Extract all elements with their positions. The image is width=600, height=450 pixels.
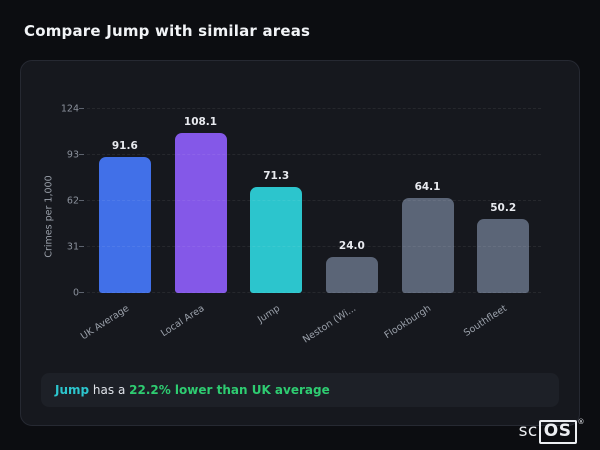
bar-value-label: 64.1 <box>414 180 441 193</box>
callout-area-name: Jump <box>55 383 90 397</box>
bar <box>325 257 378 293</box>
y-tick-mark <box>79 292 84 293</box>
bar-column: 24.0 Neston (Wi... <box>301 109 390 345</box>
logo-prefix: sc <box>518 421 538 442</box>
page-title: Compare Jump with similar areas <box>24 22 311 40</box>
bar-column: 108.1 Local Area <box>159 109 239 339</box>
registered-mark-icon: ® <box>577 418 585 427</box>
bar <box>174 132 227 293</box>
bar <box>401 197 454 293</box>
y-tick-label: 0 <box>72 287 79 299</box>
chart-card: Crimes per 1,000 0 31 62 93 124 91.6 UK Avera… <box>20 60 580 426</box>
y-tick-mark <box>79 108 84 109</box>
y-axis: 0 31 62 93 124 <box>49 104 87 299</box>
gridline <box>87 292 541 293</box>
plot-area: 91.6 UK Average 108.1 Local Area 71.3 Jump 24.… <box>79 108 541 345</box>
y-tick-label: 93 <box>66 149 79 161</box>
bar-value-label: 91.6 <box>111 140 138 153</box>
y-tick-label: 31 <box>66 241 79 253</box>
gridline <box>87 200 541 201</box>
x-tick-label: Jump <box>255 303 283 326</box>
bar <box>477 218 530 293</box>
bar-value-label: 24.0 <box>338 240 365 253</box>
y-tick-mark <box>79 154 84 155</box>
x-tick-label: Local Area <box>158 303 207 340</box>
callout-highlight-text: 22.2% lower than UK average <box>129 383 330 397</box>
summary-callout: Jump has a 22.2% lower than UK average <box>41 373 559 407</box>
logo-suffix: OS <box>538 420 577 444</box>
bar <box>98 157 151 293</box>
gridline <box>87 108 541 109</box>
bar-column: 50.2 Southfleet <box>462 109 541 339</box>
gridline <box>87 246 541 247</box>
x-tick-label: UK Average <box>78 303 131 343</box>
y-tick-mark <box>79 200 84 201</box>
y-tick-label: 124 <box>60 103 79 115</box>
bar-column: 71.3 Jump <box>238 109 314 325</box>
bar-column: 91.6 UK Average <box>79 109 163 342</box>
callout-middle-text: has a <box>89 383 130 397</box>
bars: 91.6 UK Average 108.1 Local Area 71.3 Jump 24.… <box>79 109 541 345</box>
x-tick-label: Flookburgh <box>383 303 434 342</box>
x-tick-label: Neston (Wi... <box>300 303 358 346</box>
y-tick-label: 62 <box>66 195 79 207</box>
y-tick-mark <box>79 246 84 247</box>
bar-value-label: 71.3 <box>263 170 290 183</box>
bar-value-label: 50.2 <box>490 201 517 214</box>
x-tick-label: Southfleet <box>462 303 510 339</box>
bar <box>250 187 303 293</box>
bar-value-label: 108.1 <box>183 115 218 128</box>
gridline <box>87 154 541 155</box>
scos-logo: sc OS ® <box>518 418 585 444</box>
bar-column: 64.1 Flookburgh <box>383 109 466 341</box>
